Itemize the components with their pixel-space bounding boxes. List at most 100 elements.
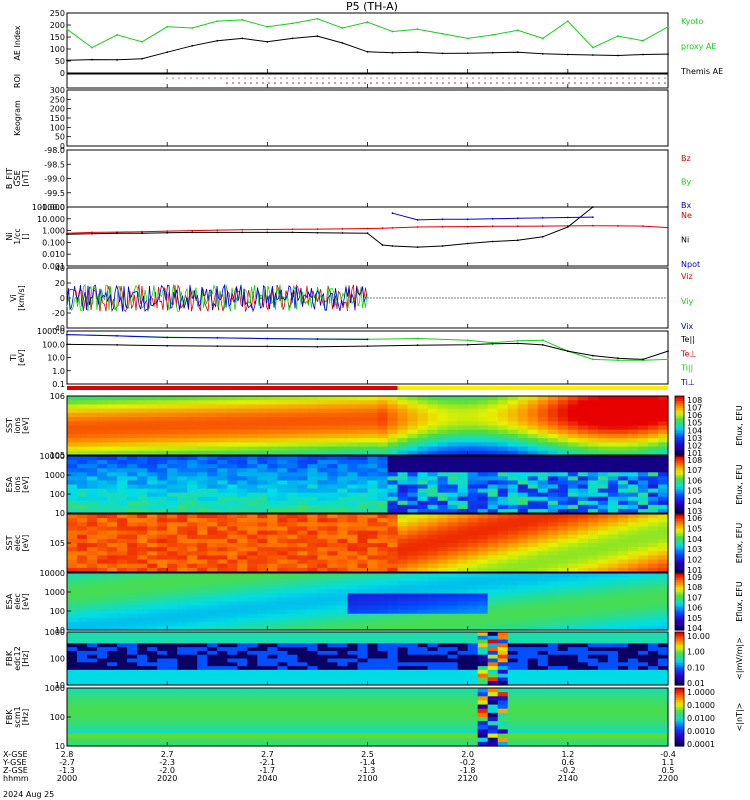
- spectrogram-cell: [587, 518, 599, 523]
- spectrogram-cell: [627, 563, 639, 569]
- spectrogram-cell: [157, 647, 168, 652]
- spectrogram-cell: [337, 669, 349, 675]
- spectrogram-cell: [197, 456, 208, 461]
- spectrogram-cell: [337, 500, 349, 506]
- spectrogram-cell: [447, 573, 459, 578]
- spectrogram-cell: [297, 650, 308, 656]
- spectrogram-cell: [97, 662, 108, 667]
- spectrogram-cell: [637, 681, 649, 686]
- spectrogram-cell: [377, 522, 389, 528]
- spectrogram-cell: [587, 673, 599, 679]
- spectrogram-cell: [337, 585, 349, 590]
- spectrogram-cell: [437, 534, 449, 540]
- spectrogram-cell: [477, 681, 489, 686]
- spectrogram-cell: [557, 555, 569, 561]
- spectrogram-cell: [647, 589, 659, 594]
- spectrogram-cell: [647, 597, 659, 603]
- spectrogram-cell: [447, 673, 459, 679]
- spectrogram-cell: [477, 625, 489, 631]
- spectrogram-cell: [287, 547, 298, 552]
- spectrogram-cell: [247, 518, 258, 523]
- spectrogram-cell: [137, 547, 148, 552]
- spectrogram-cell: [547, 492, 559, 498]
- spectrogram-cell: [157, 700, 168, 706]
- spectrogram-cell: [297, 526, 308, 532]
- spectrogram-cell: [587, 417, 599, 422]
- spectrogram-cell: [587, 433, 599, 439]
- spectrogram-cell: [417, 464, 429, 469]
- spectrogram-cell: [97, 609, 108, 615]
- spectrogram-cell: [287, 508, 298, 514]
- spectrogram-cell: [347, 522, 359, 528]
- colorbar-segment: [675, 398, 684, 402]
- spectrogram-cell: [647, 669, 659, 675]
- spectrogram-cell: [497, 460, 509, 465]
- spectrogram-cell: [517, 547, 529, 552]
- spectrogram-cell: [537, 605, 549, 611]
- spectrogram-cell: [577, 543, 589, 548]
- spectrogram-cell: [347, 654, 359, 660]
- spectrogram-cell: [607, 530, 619, 536]
- spectrogram-cell: [407, 643, 419, 648]
- spectrogram-cell: [137, 460, 148, 465]
- spectrogram-cell: [427, 677, 439, 682]
- spectrogram-cell: [137, 700, 148, 706]
- spectrogram-cell: [507, 484, 519, 490]
- spectrogram-cell: [397, 408, 409, 414]
- spectrogram-cell: [507, 632, 519, 637]
- spectrogram-cell: [87, 514, 98, 519]
- spectrogram-cell: [157, 654, 168, 660]
- spectrogram-cell: [547, 508, 559, 514]
- spectrogram-cell: [567, 643, 579, 648]
- spectrogram-cell: [147, 460, 158, 465]
- spectrogram-cell: [527, 617, 539, 623]
- spectrogram-cell: [287, 677, 298, 682]
- spectrogram-cell: [567, 400, 579, 406]
- spectrogram-cell: [607, 526, 619, 532]
- roi-dot: [568, 82, 570, 84]
- spectrogram-cell: [427, 577, 439, 582]
- spectrogram-cell: [127, 480, 138, 486]
- spectrogram-cell: [637, 613, 649, 619]
- colorbar-segment: [675, 437, 684, 441]
- spectrogram-cell: [467, 488, 479, 494]
- spectrogram-cell: [297, 442, 308, 448]
- spectrogram-cell: [647, 617, 659, 623]
- spectrogram-cell: [437, 514, 449, 519]
- spectrogram-cell: [467, 658, 479, 663]
- spectrogram-cell: [147, 412, 158, 418]
- spectrogram-cell: [577, 669, 589, 675]
- spectrogram-cell: [257, 429, 268, 435]
- spectrogram-cell: [347, 662, 359, 667]
- spectrogram-cell: [627, 613, 639, 619]
- colorbar-segment: [675, 587, 684, 591]
- colorbar-segment: [675, 676, 684, 679]
- spectrogram-cell: [287, 643, 298, 648]
- spectrogram-cell: [417, 647, 429, 652]
- colorbar-tick-label: 108: [687, 396, 702, 405]
- spectrogram-cell: [647, 534, 659, 540]
- colorbar-segment: [675, 450, 684, 454]
- spectrogram-cell: [77, 514, 88, 519]
- colorbar-tick-label: 107: [687, 404, 702, 413]
- spectrogram-cell: [327, 442, 339, 448]
- spectrogram-cell: [487, 514, 499, 519]
- spectrogram-cell: [267, 635, 278, 641]
- colorbar-segment: [675, 654, 684, 657]
- spectrogram-cell: [197, 442, 208, 448]
- spectrogram-cell: [97, 688, 108, 693]
- spectrogram-cell: [537, 601, 549, 607]
- spectrogram-cell: [557, 417, 569, 422]
- spectrogram-cell: [627, 593, 639, 599]
- spectrogram-cell: [107, 692, 118, 697]
- roi-dot: [184, 77, 186, 79]
- spectrogram-cell: [237, 442, 248, 448]
- spectrogram-cell: [147, 500, 158, 506]
- spectrogram-cell: [577, 538, 589, 544]
- spectrogram-cell: [537, 421, 549, 427]
- roi-dot: [658, 82, 660, 84]
- spectrogram-cell: [497, 625, 509, 631]
- spectrogram-cell: [567, 408, 579, 414]
- spectrogram-cell: [417, 472, 429, 477]
- spectrogram-cell: [357, 547, 369, 552]
